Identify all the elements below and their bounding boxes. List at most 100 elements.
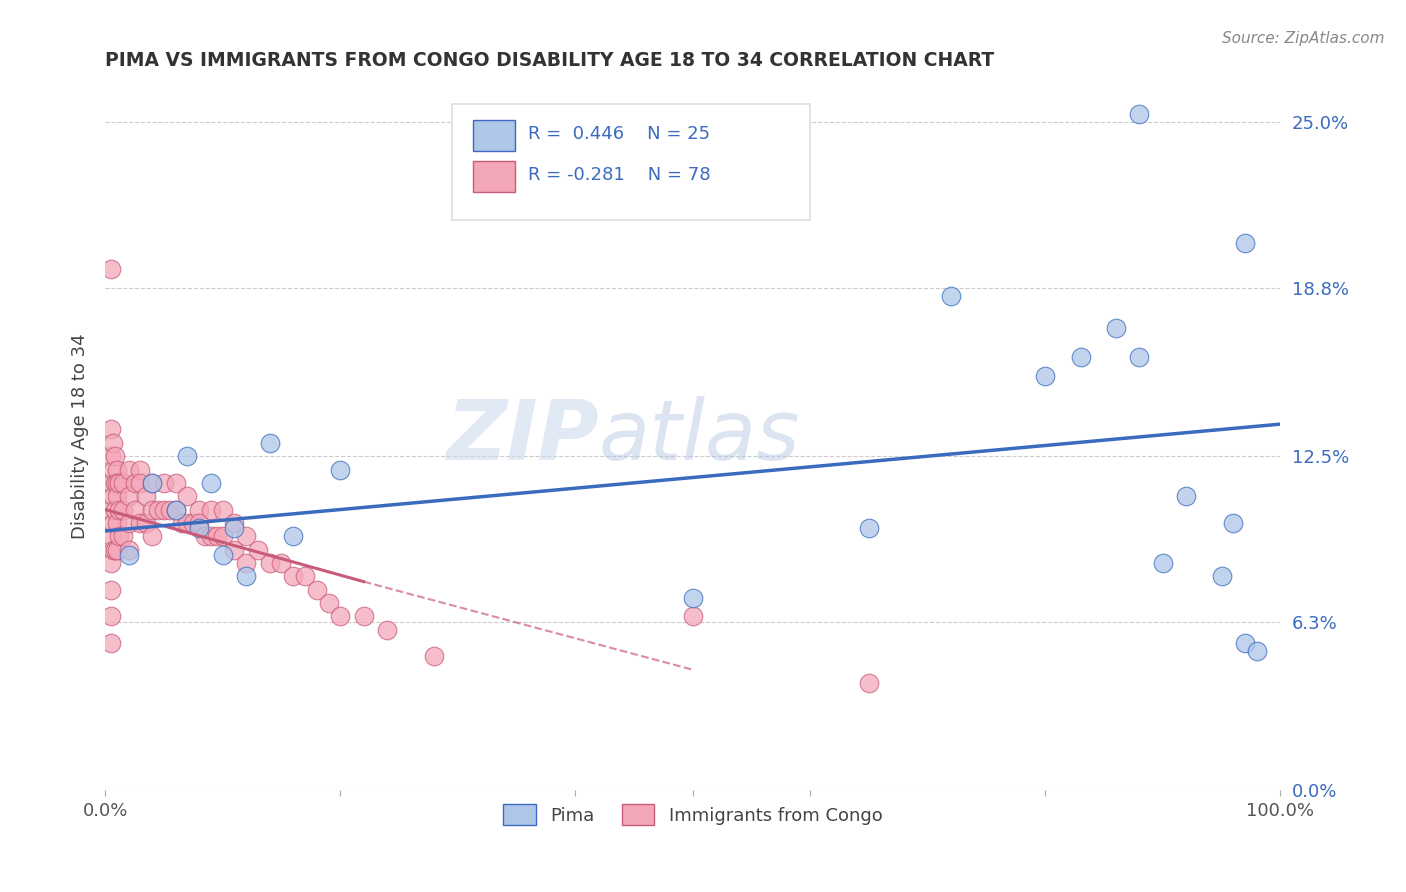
Point — [100, 582, 122, 597]
Point — [318, 596, 340, 610]
Point — [283, 529, 305, 543]
Point — [135, 516, 157, 530]
Point — [100, 422, 122, 436]
Point — [283, 569, 305, 583]
Point — [100, 556, 122, 570]
Point — [153, 502, 176, 516]
Point — [259, 435, 281, 450]
Point — [353, 609, 375, 624]
Point — [1175, 489, 1198, 503]
Point — [111, 529, 134, 543]
Point — [141, 475, 163, 490]
Point — [858, 521, 880, 535]
Point — [1152, 556, 1174, 570]
Point — [294, 569, 316, 583]
Point — [235, 556, 257, 570]
Point — [200, 475, 222, 490]
Point — [103, 542, 125, 557]
Point — [111, 475, 134, 490]
Point — [141, 502, 163, 516]
Point — [170, 516, 193, 530]
Point — [305, 582, 328, 597]
Point — [1105, 321, 1128, 335]
Point — [682, 609, 704, 624]
Point — [329, 462, 352, 476]
Point — [105, 516, 128, 530]
Point — [1035, 369, 1057, 384]
FancyBboxPatch shape — [472, 161, 516, 192]
Text: R = -0.281    N = 78: R = -0.281 N = 78 — [529, 166, 711, 184]
Point — [104, 449, 127, 463]
Point — [100, 502, 122, 516]
Point — [1246, 644, 1268, 658]
FancyBboxPatch shape — [451, 103, 810, 220]
Point — [105, 462, 128, 476]
Point — [135, 489, 157, 503]
Legend: Pima, Immigrants from Congo: Pima, Immigrants from Congo — [495, 795, 891, 834]
Point — [153, 475, 176, 490]
Text: ZIP: ZIP — [446, 396, 599, 476]
Point — [118, 462, 141, 476]
Point — [104, 475, 127, 490]
Point — [183, 516, 205, 530]
Point — [118, 516, 141, 530]
Point — [200, 529, 222, 543]
Point — [105, 489, 128, 503]
Point — [104, 502, 127, 516]
Point — [141, 529, 163, 543]
Point — [211, 548, 233, 562]
Point — [423, 649, 446, 664]
Point — [141, 475, 163, 490]
Point — [1222, 516, 1244, 530]
Point — [224, 542, 246, 557]
Point — [103, 462, 125, 476]
Point — [858, 676, 880, 690]
Point — [235, 529, 257, 543]
Point — [1234, 235, 1257, 250]
Point — [1070, 351, 1092, 365]
Point — [329, 609, 352, 624]
Point — [103, 516, 125, 530]
Point — [1128, 351, 1150, 365]
Point — [105, 542, 128, 557]
Point — [211, 502, 233, 516]
Point — [103, 489, 125, 503]
Point — [108, 502, 131, 516]
Point — [111, 502, 134, 516]
Point — [246, 542, 269, 557]
Point — [1128, 107, 1150, 121]
Point — [375, 623, 398, 637]
Point — [104, 542, 127, 557]
Text: PIMA VS IMMIGRANTS FROM CONGO DISABILITY AGE 18 TO 34 CORRELATION CHART: PIMA VS IMMIGRANTS FROM CONGO DISABILITY… — [105, 51, 994, 70]
Point — [100, 636, 122, 650]
Point — [103, 435, 125, 450]
Point — [188, 521, 211, 535]
Point — [108, 529, 131, 543]
Point — [259, 556, 281, 570]
Point — [224, 516, 246, 530]
Point — [205, 529, 228, 543]
Point — [1211, 569, 1233, 583]
Point — [124, 475, 146, 490]
Point — [100, 609, 122, 624]
Point — [124, 502, 146, 516]
Point — [224, 521, 246, 535]
Point — [100, 475, 122, 490]
Point — [682, 591, 704, 605]
Point — [129, 475, 152, 490]
Point — [176, 449, 198, 463]
Point — [108, 475, 131, 490]
Point — [118, 548, 141, 562]
Point — [118, 489, 141, 503]
Text: Source: ZipAtlas.com: Source: ZipAtlas.com — [1222, 31, 1385, 46]
FancyBboxPatch shape — [472, 120, 516, 151]
Point — [188, 516, 211, 530]
Point — [159, 502, 181, 516]
Point — [100, 449, 122, 463]
Y-axis label: Disability Age 18 to 34: Disability Age 18 to 34 — [72, 334, 89, 539]
Point — [118, 542, 141, 557]
Point — [100, 262, 122, 277]
Text: atlas: atlas — [599, 396, 800, 476]
Point — [165, 502, 187, 516]
Point — [188, 502, 211, 516]
